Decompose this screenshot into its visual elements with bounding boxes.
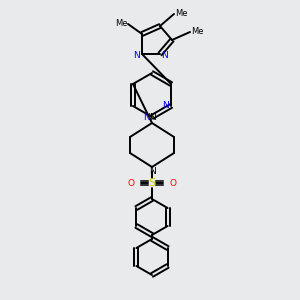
Text: N: N (142, 113, 149, 122)
Text: O: O (169, 178, 176, 188)
Text: O: O (128, 178, 134, 188)
Text: Me: Me (191, 26, 203, 35)
Text: N: N (162, 100, 168, 109)
Text: N: N (150, 167, 156, 176)
Text: Me: Me (115, 19, 127, 28)
Text: N: N (162, 50, 168, 59)
Text: S: S (148, 178, 156, 188)
Text: N: N (134, 50, 140, 59)
Text: N: N (150, 113, 156, 122)
Text: Me: Me (175, 8, 187, 17)
